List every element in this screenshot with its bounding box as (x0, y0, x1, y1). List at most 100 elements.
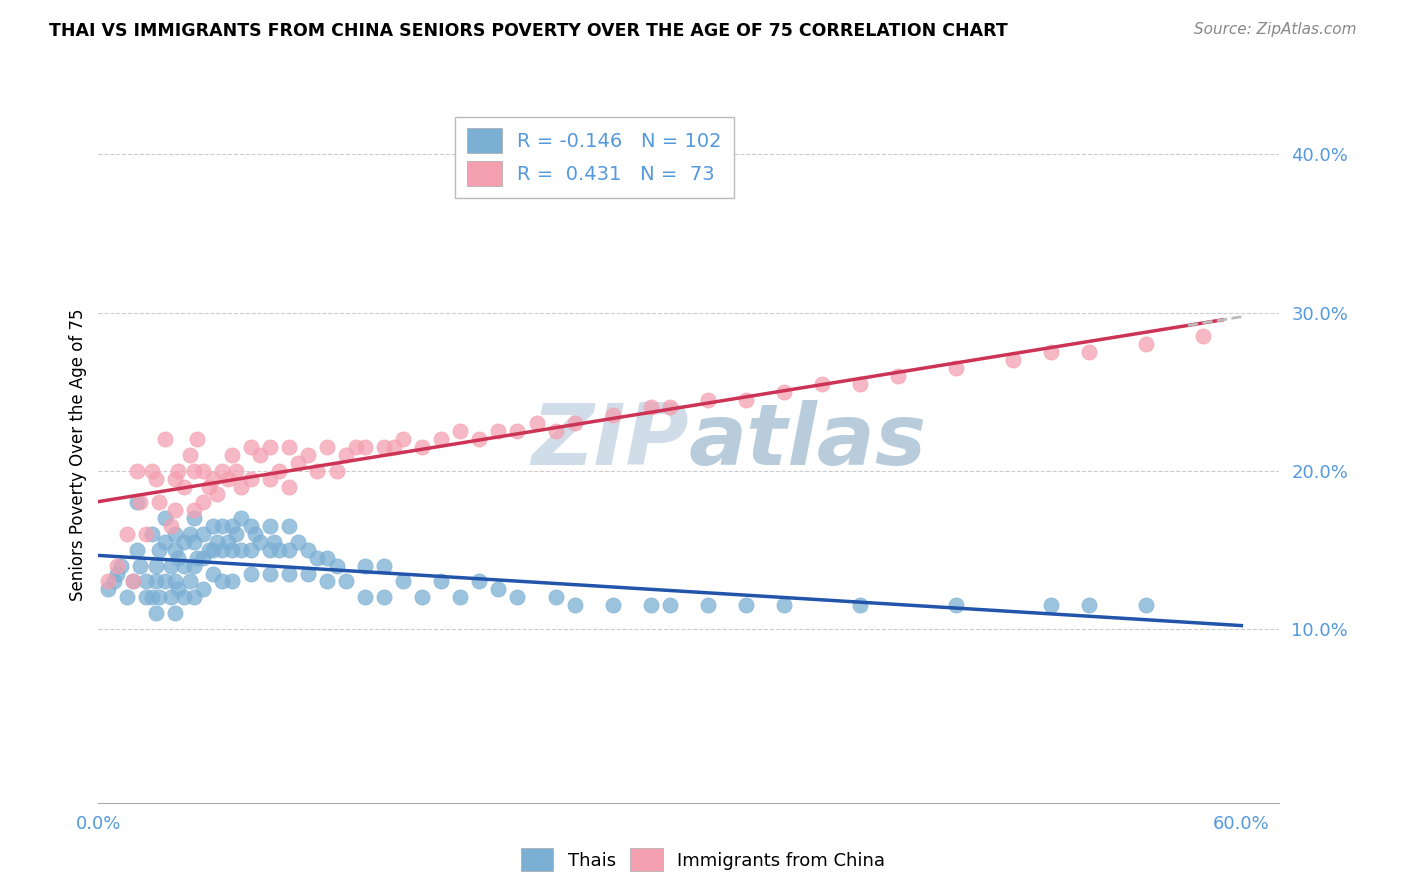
Point (239, 566, 262, 581)
Point (163, 527, 186, 541)
Point (249, 534, 271, 549)
Point (201, 566, 224, 581)
Point (97, 574, 120, 589)
Point (1192, 329, 1215, 343)
Point (201, 542, 224, 557)
Point (183, 591, 205, 605)
Point (217, 534, 239, 549)
Point (506, 591, 529, 605)
Point (115, 591, 138, 605)
Point (135, 574, 157, 589)
Point (153, 432, 176, 446)
Point (159, 558, 181, 573)
Point (811, 376, 834, 391)
Point (259, 440, 281, 454)
Point (239, 440, 262, 454)
Point (186, 550, 208, 565)
Point (167, 550, 190, 565)
Point (173, 558, 195, 573)
Point (392, 574, 415, 589)
Point (249, 448, 271, 462)
Point (231, 542, 253, 557)
Point (221, 542, 243, 557)
Point (205, 534, 228, 549)
Point (167, 464, 190, 478)
Legend: Thais, Immigrants from China: Thais, Immigrants from China (513, 841, 893, 879)
Point (1039, 345, 1062, 359)
Text: atlas: atlas (689, 400, 927, 483)
Point (107, 558, 129, 573)
Point (129, 558, 152, 573)
Y-axis label: Seniors Poverty Over the Age of 75: Seniors Poverty Over the Age of 75 (69, 309, 87, 601)
Point (468, 432, 491, 446)
Point (430, 432, 453, 446)
Legend: R = -0.146   N = 102, R =  0.431   N =  73: R = -0.146 N = 102, R = 0.431 N = 73 (456, 117, 734, 198)
Point (1001, 353, 1024, 368)
Point (449, 591, 471, 605)
Point (141, 527, 163, 541)
Point (183, 464, 205, 478)
Point (602, 598, 624, 612)
Point (145, 574, 167, 589)
Point (335, 448, 357, 462)
Point (392, 432, 415, 446)
Point (773, 384, 796, 399)
Point (354, 591, 377, 605)
Point (183, 511, 205, 525)
Point (159, 591, 181, 605)
Point (411, 440, 433, 454)
Point (277, 566, 299, 581)
Point (201, 519, 224, 533)
Point (263, 534, 285, 549)
Point (159, 519, 181, 533)
Point (198, 479, 221, 493)
Point (297, 542, 319, 557)
Point (153, 511, 176, 525)
Point (145, 558, 167, 573)
Point (201, 472, 224, 486)
Point (211, 464, 233, 478)
Point (849, 598, 872, 612)
Point (1135, 337, 1157, 351)
Point (564, 417, 586, 431)
Point (325, 558, 347, 573)
Point (183, 503, 205, 517)
Point (148, 542, 170, 557)
Point (269, 464, 291, 478)
Point (125, 542, 148, 557)
Point (430, 574, 453, 589)
Point (145, 606, 167, 620)
Point (125, 495, 148, 509)
Point (163, 574, 186, 589)
Point (564, 598, 586, 612)
Point (173, 591, 195, 605)
Point (141, 591, 163, 605)
Point (163, 606, 186, 620)
Point (121, 574, 143, 589)
Point (287, 534, 309, 549)
Point (221, 519, 243, 533)
Point (239, 519, 262, 533)
Point (121, 574, 143, 589)
Point (239, 472, 262, 486)
Point (259, 519, 281, 533)
Point (849, 376, 872, 391)
Point (145, 472, 167, 486)
Point (640, 598, 662, 612)
Point (277, 440, 299, 454)
Point (449, 424, 471, 438)
Point (1078, 598, 1101, 612)
Point (148, 495, 170, 509)
Point (277, 519, 299, 533)
Point (103, 574, 125, 589)
Point (193, 495, 215, 509)
Point (1039, 598, 1062, 612)
Point (221, 574, 243, 589)
Point (1135, 598, 1157, 612)
Point (658, 598, 681, 612)
Point (945, 598, 967, 612)
Point (193, 464, 215, 478)
Point (287, 456, 309, 470)
Point (107, 566, 129, 581)
Text: Source: ZipAtlas.com: Source: ZipAtlas.com (1194, 22, 1357, 37)
